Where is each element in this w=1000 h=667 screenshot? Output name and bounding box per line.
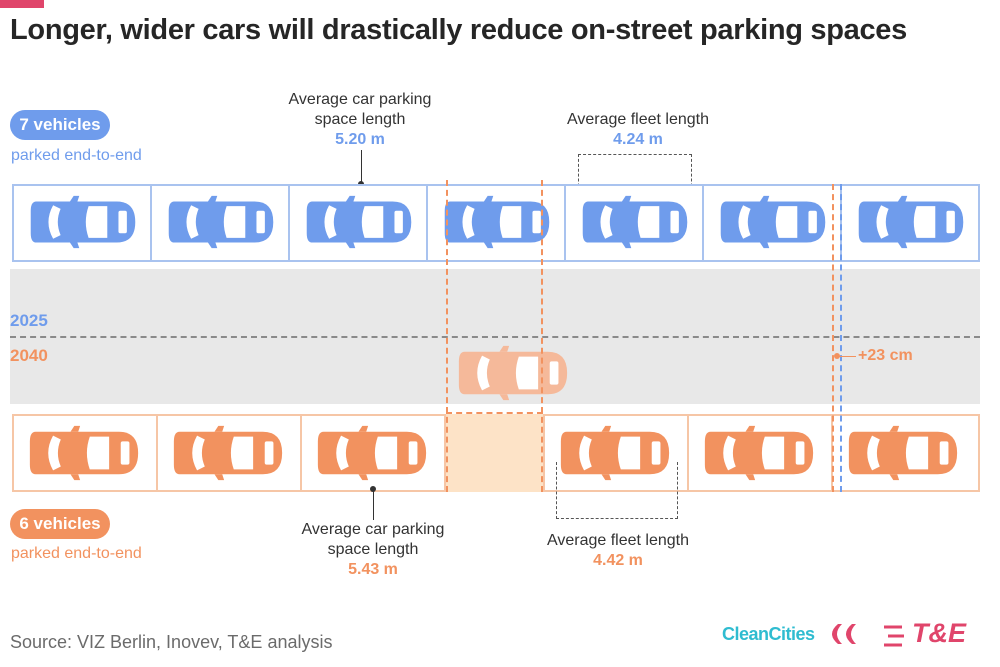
car-icon [22, 424, 146, 482]
year-2040-label: 2040 [10, 346, 48, 365]
te-logo-icon [884, 625, 904, 647]
fleet-length-2025-bracket [578, 154, 692, 211]
car-icon [576, 194, 694, 250]
lost-spot-top-edge [446, 412, 543, 414]
lost-spot-right-guide [541, 180, 543, 492]
space-length-2025-label: Average car parking space length [288, 91, 432, 128]
space-length-2025-leader [361, 150, 362, 183]
space-divider [300, 414, 302, 490]
space-length-2040-dot [370, 486, 376, 492]
space-divider [150, 184, 152, 260]
space-divider [288, 184, 290, 260]
space-divider [543, 414, 545, 490]
cleancities-logo-icon [832, 624, 856, 644]
lost-parking-spot [446, 414, 543, 492]
end-2025-guide [840, 184, 842, 492]
car-icon [166, 424, 290, 482]
space-divider [444, 414, 446, 490]
car-icon [300, 194, 418, 250]
page-title: Longer, wider cars will drastically redu… [10, 14, 907, 46]
parked-2025-label: parked end-to-end [11, 147, 142, 164]
car-icon [841, 424, 965, 482]
end-2040-guide [832, 184, 834, 492]
space-divider [426, 184, 428, 260]
difference-leader [838, 356, 856, 357]
vehicles-2025-badge: 7 vehicles [10, 110, 110, 140]
parked-2040-label: parked end-to-end [11, 545, 142, 562]
lane-divider [10, 336, 980, 338]
lost-spot-left-guide [446, 180, 448, 492]
space-length-2025-annotation: Average car parking space length 5.20 m [270, 90, 450, 150]
car-icon [24, 194, 142, 250]
fleet-length-2040-value: 4.42 m [593, 552, 643, 569]
fleet-length-2025-label: Average fleet length [566, 111, 710, 128]
fleet-length-2025-value: 4.24 m [613, 131, 663, 148]
car-icon [310, 424, 434, 482]
difference-dot [834, 353, 840, 359]
year-2025-label: 2025 [10, 311, 48, 330]
car-icon [438, 194, 556, 250]
fleet-length-2040-annotation: Average fleet length 4.42 m [528, 531, 708, 571]
fleet-length-2040-label: Average fleet length [546, 532, 690, 549]
car-icon [714, 194, 832, 250]
source-note: Source: VIZ Berlin, Inovev, T&E analysis [10, 632, 333, 652]
space-length-2040-annotation: Average car parking space length 5.43 m [283, 520, 463, 580]
vehicles-2040-badge: 6 vehicles [10, 509, 110, 539]
fleet-length-2025-annotation: Average fleet length 4.24 m [548, 110, 728, 150]
space-length-2040-value: 5.43 m [348, 561, 398, 578]
space-length-2040-label: Average car parking space length [301, 521, 445, 558]
space-length-2025-value: 5.20 m [335, 131, 385, 148]
car-icon [162, 194, 280, 250]
space-divider [702, 184, 704, 260]
space-length-2040-leader [373, 490, 374, 520]
space-divider [687, 414, 689, 490]
accent-bar [0, 0, 44, 8]
cleancities-logo: CleanCities [722, 624, 815, 644]
space-divider [156, 414, 158, 490]
car-icon [697, 424, 821, 482]
space-divider [564, 184, 566, 260]
difference-label: +23 cm [858, 347, 913, 364]
fleet-length-2040-bracket [556, 462, 678, 519]
car-icon [852, 194, 970, 250]
car-icon [453, 344, 573, 402]
te-logo: T&E [912, 618, 966, 648]
